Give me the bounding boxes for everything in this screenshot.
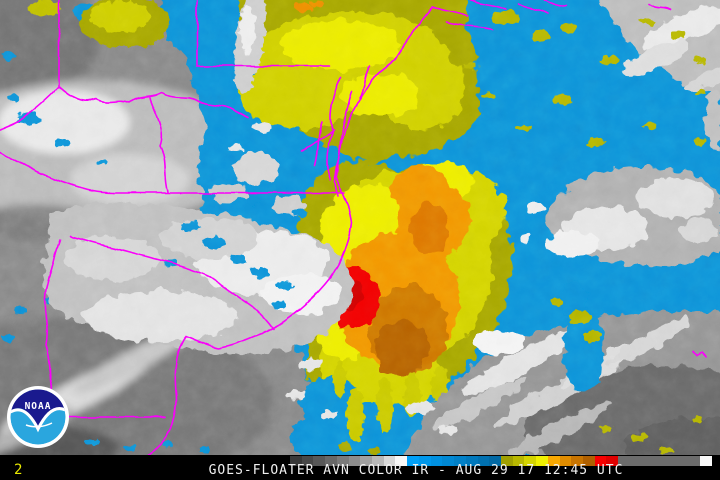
colorbar-segment <box>325 456 337 466</box>
colorbar-segment <box>641 456 654 466</box>
colorbar-segment <box>618 456 630 466</box>
colorbar-segment <box>536 456 548 466</box>
border-kentucky <box>0 151 115 194</box>
noaa-gull <box>10 407 66 433</box>
colorbar-segment <box>407 456 419 466</box>
colorbar-segment <box>301 456 314 466</box>
caption-bar: GOES-FLOATER AVN COLOR IR - AUG 29 17 12… <box>0 455 720 480</box>
colorbar-segment <box>348 456 361 466</box>
colorbar-segment <box>430 456 443 466</box>
noaa-logo: NOAA <box>7 386 69 448</box>
border-nc-sc <box>69 235 274 330</box>
image-caption: GOES-FLOATER AVN COLOR IR - AUG 29 17 12… <box>208 463 624 478</box>
colorbar-segment <box>313 456 326 466</box>
colorbar-segment <box>454 456 466 466</box>
coastline <box>147 5 433 455</box>
colorbar-segment <box>629 456 642 466</box>
colorbar-segment <box>383 456 396 466</box>
colorbar-segment <box>676 456 689 466</box>
colorbar-segment <box>582 456 595 466</box>
colorbar-segment <box>653 456 665 466</box>
border-midwest <box>0 0 249 193</box>
bermuda-mark <box>691 351 707 358</box>
colorbar-segment <box>290 456 302 466</box>
colorbar-segment <box>489 456 501 466</box>
satellite-scene: NOAA <box>0 0 720 455</box>
colorbar-segment <box>442 456 455 466</box>
noaa-logo-text: NOAA <box>25 401 52 412</box>
frame-number: 2 <box>14 462 23 478</box>
colorbar-segment <box>700 456 712 466</box>
colorbar-segment <box>559 456 572 466</box>
colorbar-segment <box>665 456 677 466</box>
cloud-texture-overlay2 <box>0 0 720 455</box>
colorbar-segment <box>512 456 525 466</box>
colorbar-segment <box>372 456 384 466</box>
satellite-image: NOAA <box>0 0 720 455</box>
temperature-colorbar <box>290 456 712 466</box>
colorbar-segment <box>477 456 490 466</box>
noaa-small-gull <box>25 422 53 428</box>
colorbar-segment <box>500 456 513 466</box>
colorbar-segment <box>606 456 619 466</box>
colorbar-segment <box>594 456 607 466</box>
colorbar-segment <box>547 456 560 466</box>
northeast-coast-detail <box>431 0 671 30</box>
colorbar-segment <box>418 456 431 466</box>
border-mason-dixon <box>196 0 331 67</box>
colorbar-segment <box>336 456 349 466</box>
colorbar-segment <box>465 456 478 466</box>
colorbar-segment <box>395 456 408 466</box>
colorbar-segment <box>688 456 701 466</box>
colorbar-segment <box>524 456 537 466</box>
chesapeake-detail <box>300 65 371 197</box>
colorbar-segment <box>360 456 373 466</box>
colorbar-segment <box>571 456 583 466</box>
state-borders <box>0 0 707 455</box>
